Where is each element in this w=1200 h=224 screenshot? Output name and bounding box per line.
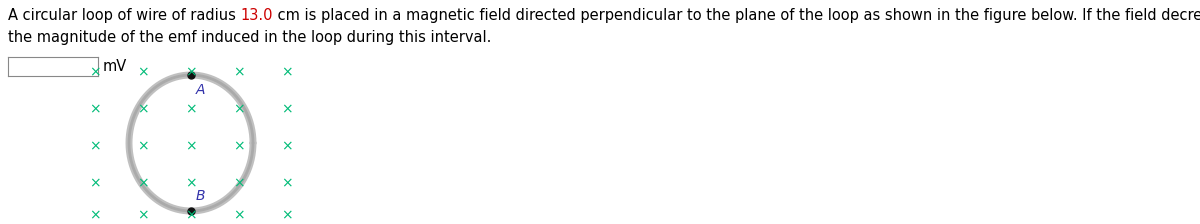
Text: B: B	[196, 189, 205, 203]
Text: ×: ×	[281, 176, 293, 190]
Text: ×: ×	[137, 65, 149, 79]
Text: ×: ×	[89, 139, 101, 153]
Text: ×: ×	[233, 65, 245, 79]
Text: ×: ×	[137, 139, 149, 153]
Text: ×: ×	[281, 65, 293, 79]
Text: ×: ×	[185, 65, 197, 79]
Text: cm is placed in a magnetic field directed perpendicular to the plane of the loop: cm is placed in a magnetic field directe…	[274, 8, 1200, 23]
Text: mV: mV	[103, 59, 127, 74]
Text: ×: ×	[233, 139, 245, 153]
Text: ×: ×	[233, 176, 245, 190]
Text: ×: ×	[89, 208, 101, 222]
Text: ×: ×	[137, 176, 149, 190]
Text: ×: ×	[89, 65, 101, 79]
Text: A: A	[196, 83, 205, 97]
Text: ×: ×	[185, 208, 197, 222]
Text: ×: ×	[89, 176, 101, 190]
Text: ×: ×	[281, 102, 293, 116]
Text: ×: ×	[281, 139, 293, 153]
Text: 13.0: 13.0	[240, 8, 274, 23]
Text: ×: ×	[185, 176, 197, 190]
Text: ×: ×	[233, 102, 245, 116]
Text: ×: ×	[89, 102, 101, 116]
Text: ×: ×	[233, 208, 245, 222]
Text: ×: ×	[281, 208, 293, 222]
Text: ×: ×	[137, 102, 149, 116]
Text: A circular loop of wire of radius: A circular loop of wire of radius	[8, 8, 240, 23]
Text: the magnitude of the emf induced in the loop during this interval.: the magnitude of the emf induced in the …	[8, 30, 491, 45]
Text: ×: ×	[185, 139, 197, 153]
Text: ×: ×	[185, 102, 197, 116]
Text: ×: ×	[137, 208, 149, 222]
